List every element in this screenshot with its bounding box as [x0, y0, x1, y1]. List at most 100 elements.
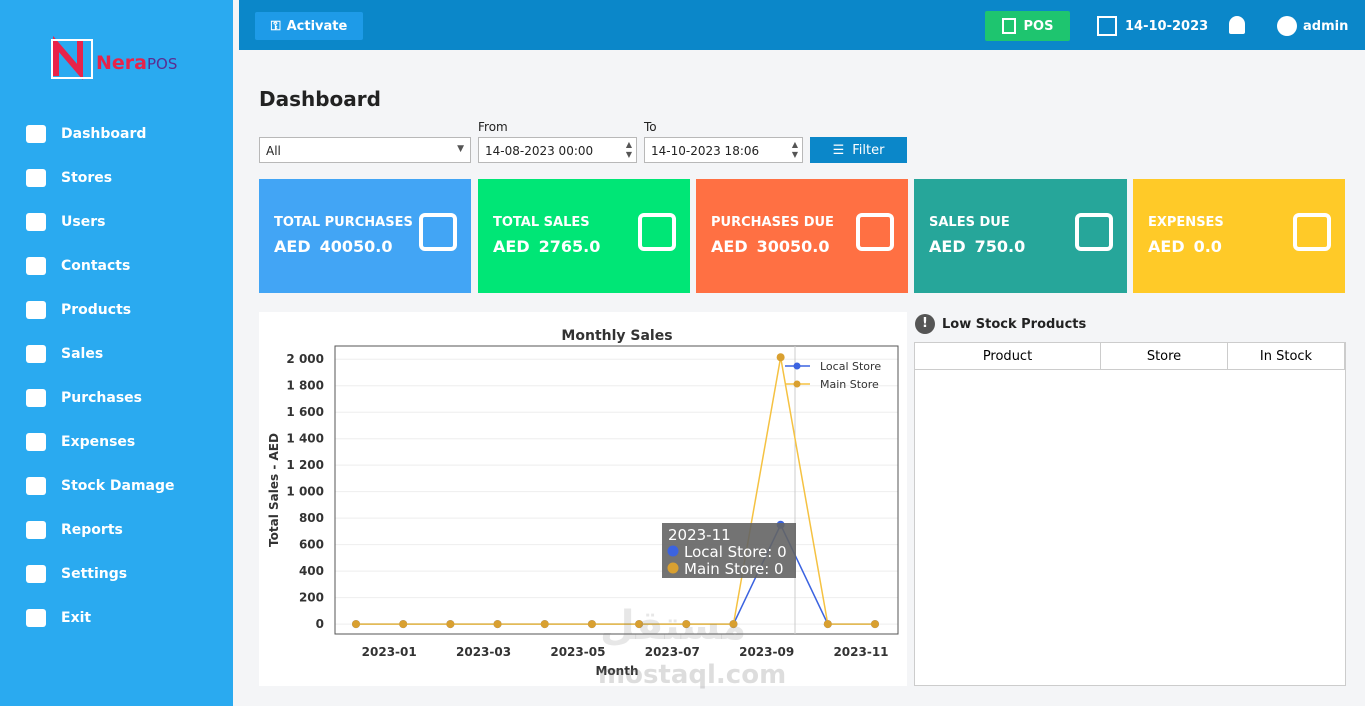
- chart: Monthly Sales 0 200 400 600 800 1 000 1 200 1 40…: [267, 328, 899, 678]
- legend-marker: [793, 380, 801, 388]
- card-value: AED 0.0: [1148, 237, 1222, 256]
- menu-item[interactable]: Stock Damage: [26, 475, 175, 497]
- menu-label: Stock Damage: [61, 478, 175, 494]
- date-display[interactable]: 14-10-2023: [1097, 15, 1208, 37]
- tooltip-marker: [667, 545, 679, 557]
- y-tick-label: 800: [299, 511, 324, 525]
- card-currency: AED: [493, 237, 530, 256]
- column-header: In Stock: [1227, 343, 1345, 370]
- filter-text: Filter: [852, 142, 885, 158]
- to-label: To: [644, 120, 657, 134]
- logo: NeraPOS: [96, 52, 177, 74]
- user-menu[interactable]: admin: [1277, 15, 1348, 37]
- pos-button[interactable]: POS: [985, 11, 1070, 41]
- menu-icon: [26, 345, 46, 363]
- menu-item[interactable]: Settings: [26, 563, 127, 585]
- legend-marker: [793, 362, 801, 370]
- menu-icon: [26, 609, 46, 627]
- series-line: [356, 357, 875, 625]
- activate-button[interactable]: ⚿ Activate: [255, 12, 363, 40]
- card-value: AED 750.0: [929, 237, 1025, 256]
- menu-item[interactable]: Stores: [26, 167, 112, 189]
- menu-icon: [26, 433, 46, 451]
- from-value: 14-08-2023 00:00: [485, 144, 594, 158]
- card-amount: 30050.0: [756, 237, 830, 256]
- y-axis-label: Total Sales - AED: [267, 433, 281, 547]
- y-tick-label: 1 800: [286, 379, 324, 393]
- data-point: [823, 620, 832, 629]
- data-point: [682, 620, 691, 629]
- menu-item[interactable]: Purchases: [26, 387, 142, 409]
- y-tick-label: 1 000: [286, 485, 324, 499]
- filter-button[interactable]: ☰ Filter: [810, 137, 907, 163]
- menu-icon: [26, 125, 46, 143]
- menu-icon: [26, 389, 46, 407]
- chart-title: Monthly Sales: [561, 328, 672, 344]
- card-currency: AED: [711, 237, 748, 256]
- card-icon: [1293, 213, 1331, 251]
- card-icon: [856, 213, 894, 251]
- sidebar: NeraPOS Dashboard Stores Users Contacts Prod…: [0, 0, 233, 706]
- y-tick-label: 600: [299, 538, 324, 552]
- low-stock-title: Low Stock Products: [942, 317, 1087, 332]
- data-point: [871, 620, 879, 629]
- menu-label: Settings: [61, 566, 128, 582]
- menu-item[interactable]: Exit: [26, 607, 91, 629]
- data-point: [493, 620, 502, 629]
- card-currency: AED: [929, 237, 966, 256]
- tooltip-box: [662, 523, 796, 578]
- legend-label: Main Store: [820, 378, 879, 391]
- data-point: [352, 620, 360, 629]
- x-tick-label: 2023-11: [833, 645, 888, 659]
- card-icon: [1075, 213, 1113, 251]
- y-tick-label: 0: [316, 617, 324, 631]
- card-label: TOTAL PURCHASES: [274, 215, 413, 230]
- watermark-arabic: مستقل: [600, 603, 747, 649]
- store-select-value: All: [266, 144, 281, 158]
- stat-card: SALES DUE AED 750.0: [914, 179, 1127, 293]
- logo-suffix: POS: [146, 55, 178, 73]
- y-tick-label: 1 400: [286, 432, 324, 446]
- card-amount: 750.0: [974, 237, 1026, 256]
- notifications-button[interactable]: [1229, 16, 1245, 34]
- menu-item[interactable]: Expenses: [26, 431, 135, 453]
- from-label: From: [478, 120, 508, 134]
- menu-icon: [26, 169, 46, 187]
- x-tick-label: 2023-05: [550, 645, 605, 659]
- card-label: SALES DUE: [929, 215, 1010, 230]
- menu-label: Contacts: [61, 258, 131, 274]
- menu-item[interactable]: Users: [26, 211, 105, 233]
- pos-text: POS: [1023, 18, 1054, 34]
- stat-card: EXPENSES AED 0.0: [1133, 179, 1345, 293]
- data-point: [399, 620, 408, 629]
- menu-label: Reports: [61, 522, 123, 538]
- data-point: [540, 620, 549, 629]
- menu-item[interactable]: Dashboard: [26, 123, 146, 145]
- menu-item[interactable]: Sales: [26, 343, 103, 365]
- activate-text: Activate: [286, 18, 348, 34]
- tooltip-marker: [667, 562, 679, 574]
- page-title: Dashboard: [259, 87, 381, 111]
- card-value: AED 2765.0: [493, 237, 600, 256]
- menu-label: Expenses: [61, 434, 136, 450]
- store-select[interactable]: All ▼: [259, 137, 471, 163]
- x-tick-label: 2023-03: [456, 645, 511, 659]
- topbar: ⚿ Activate POS 14-10-2023 admin: [239, 0, 1365, 50]
- menu-label: Sales: [61, 346, 104, 362]
- plot-frame: [334, 345, 899, 635]
- menu-item[interactable]: Products: [26, 299, 131, 321]
- card-amount: 2765.0: [538, 237, 601, 256]
- card-amount: 40050.0: [319, 237, 393, 256]
- column-header: Store: [1100, 343, 1228, 370]
- column-header: Product: [915, 343, 1101, 370]
- to-input[interactable]: 14-10-2023 18:06 ▲ ▼: [644, 137, 803, 163]
- menu-item[interactable]: Contacts: [26, 255, 130, 277]
- card-icon: [638, 213, 676, 251]
- card-icon: [419, 213, 457, 251]
- stat-card: PURCHASES DUE AED 30050.0: [696, 179, 908, 293]
- from-input[interactable]: 14-08-2023 00:00 ▲ ▼: [478, 137, 637, 163]
- data-point: [776, 353, 785, 362]
- menu-label: Dashboard: [61, 126, 147, 142]
- menu-item[interactable]: Reports: [26, 519, 123, 541]
